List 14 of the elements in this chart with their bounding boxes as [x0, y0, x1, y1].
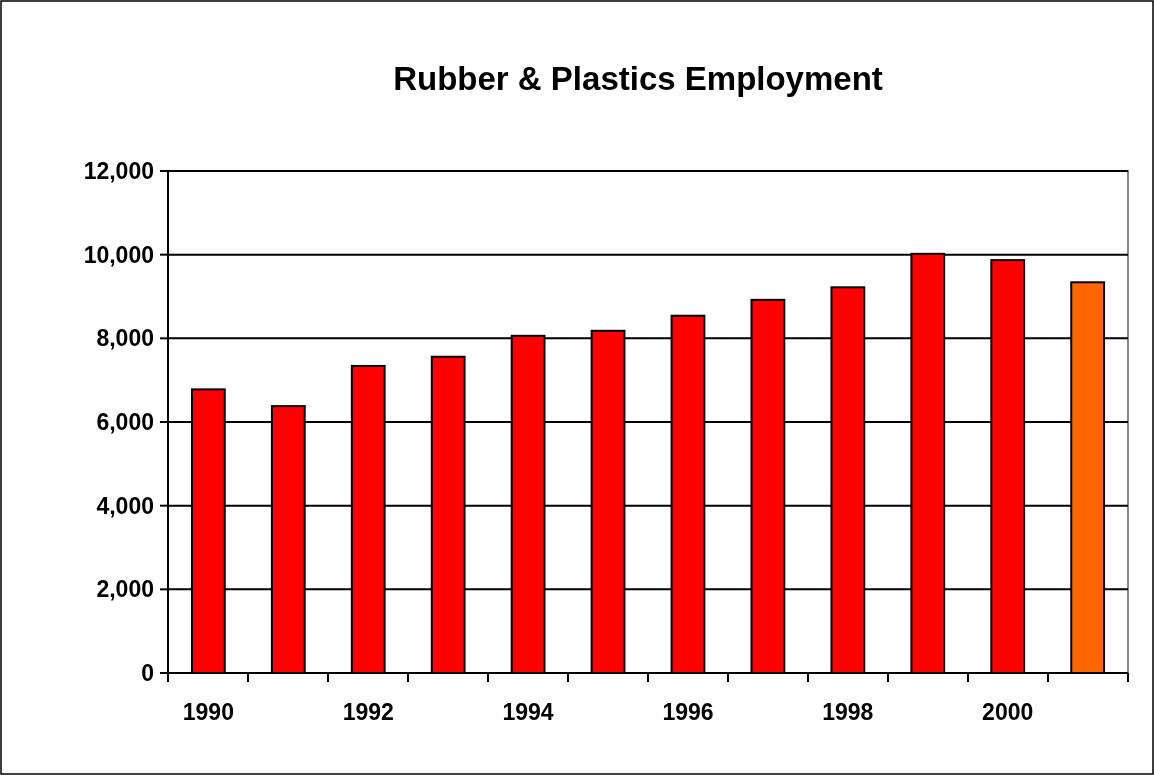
x-tick-label: 1996 — [662, 699, 714, 725]
chart-title: Rubber & Plastics Employment — [393, 60, 883, 97]
y-tick-label: 8,000 — [96, 325, 154, 352]
y-tick-label: 12,000 — [83, 158, 154, 185]
x-tick-label: 2000 — [982, 699, 1034, 725]
y-tick-label: 4,000 — [96, 492, 154, 519]
x-tick-label: 1990 — [182, 699, 234, 725]
y-tick-label: 10,000 — [83, 241, 154, 268]
x-tick-label: 1992 — [342, 699, 394, 725]
x-tick-label: 1994 — [502, 699, 554, 725]
y-tick-label: 2,000 — [96, 576, 154, 603]
y-tick-label: 0 — [141, 660, 154, 687]
y-tick-label: 6,000 — [96, 409, 154, 436]
x-tick-label: 1998 — [822, 699, 874, 725]
